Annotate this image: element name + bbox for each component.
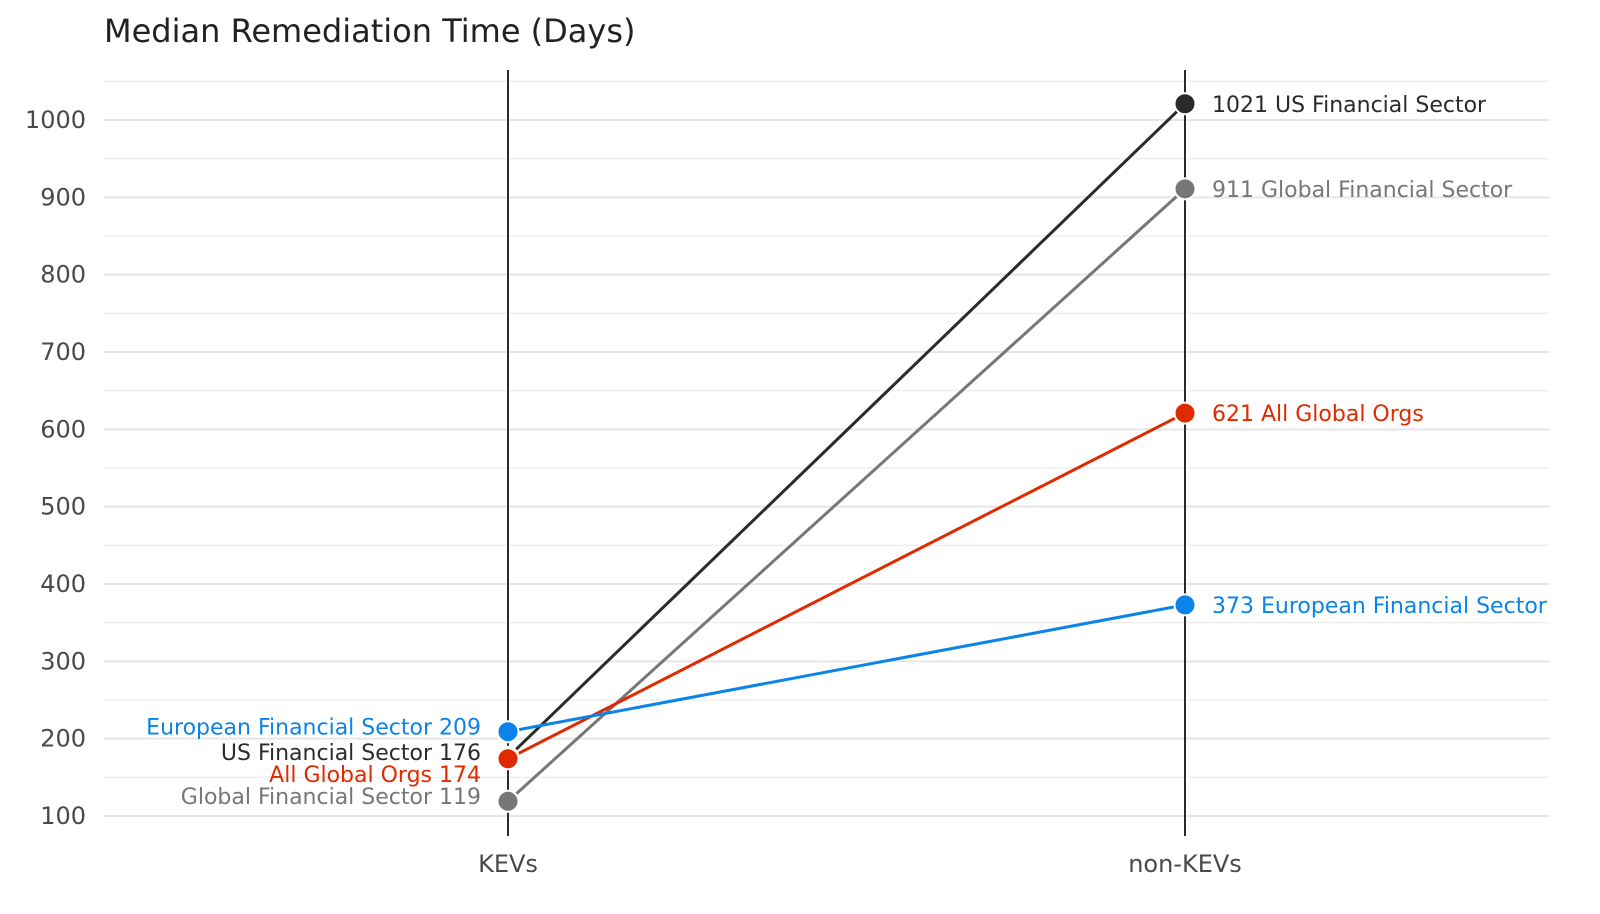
grid-lines xyxy=(104,80,1550,817)
y-tick-label: 200 xyxy=(40,725,86,753)
data-label-right: 911 Global Financial Sector xyxy=(1212,178,1513,203)
y-tick-label: 700 xyxy=(40,338,86,366)
data-labels: US Financial Sector 176 1021 US Financial… xyxy=(146,93,1548,810)
data-point xyxy=(1173,401,1197,425)
data-label-left: European Financial Sector 209 xyxy=(146,716,481,741)
series-line xyxy=(506,102,1187,759)
category-axes: KEVs non-KEVs xyxy=(478,70,1242,878)
data-point xyxy=(1173,92,1197,116)
data-point xyxy=(496,789,520,813)
data-points xyxy=(496,92,1197,813)
y-tick-label: 400 xyxy=(40,570,86,598)
y-tick-label: 800 xyxy=(40,261,86,289)
data-label-right: 373 European Financial Sector xyxy=(1212,594,1548,619)
data-point xyxy=(1173,177,1197,201)
category-label: non-KEVs xyxy=(1128,850,1242,878)
series-line xyxy=(506,603,1187,734)
data-point xyxy=(496,747,520,771)
y-tick-label: 1000 xyxy=(25,106,86,134)
y-tick-label: 500 xyxy=(40,493,86,521)
series-lines xyxy=(506,102,1187,803)
data-label-right: 1021 US Financial Sector xyxy=(1212,93,1487,118)
data-label-left: All Global Orgs 174 xyxy=(269,763,481,788)
y-tick-label: 900 xyxy=(40,183,86,211)
series-line xyxy=(506,411,1187,761)
y-tick-label: 600 xyxy=(40,415,86,443)
data-point xyxy=(1173,593,1197,617)
chart-title: Median Remediation Time (Days) xyxy=(104,12,636,50)
y-tick-label: 100 xyxy=(40,802,86,830)
y-tick-label: 300 xyxy=(40,647,86,675)
category-label: KEVs xyxy=(478,850,538,878)
data-label-left: US Financial Sector 176 xyxy=(221,741,481,766)
y-axis-ticks: 100 200 300 400 500 600 700 800 900 1000 xyxy=(25,106,86,830)
data-label-left: Global Financial Sector 119 xyxy=(181,785,481,810)
data-label-right: 621 All Global Orgs xyxy=(1212,402,1424,427)
data-point xyxy=(496,720,520,744)
series-line xyxy=(506,187,1187,803)
